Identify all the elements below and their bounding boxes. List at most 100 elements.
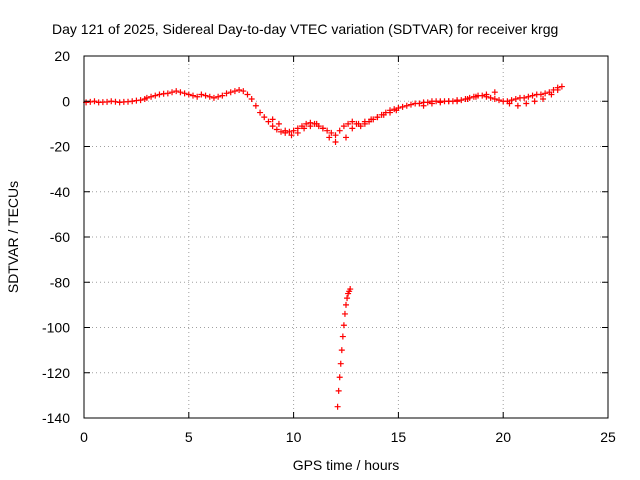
data-point xyxy=(137,97,144,104)
data-point xyxy=(428,100,435,107)
x-axis-label: GPS time / hours xyxy=(293,457,400,473)
y-tick-label: -120 xyxy=(42,365,70,381)
data-point xyxy=(334,403,341,410)
data-point xyxy=(294,129,301,136)
data-point xyxy=(337,360,344,367)
y-tick-label: -80 xyxy=(50,274,70,290)
data-point xyxy=(399,103,406,110)
data-point xyxy=(542,90,549,97)
data-point xyxy=(252,102,259,109)
data-point xyxy=(336,127,343,134)
data-point xyxy=(143,94,150,101)
data-point xyxy=(202,92,209,99)
data-point xyxy=(514,102,521,109)
data-point xyxy=(558,83,565,90)
data-point xyxy=(368,116,375,123)
data-point xyxy=(464,95,471,102)
data-point xyxy=(339,333,346,340)
data-point xyxy=(313,120,320,127)
data-point xyxy=(525,93,532,100)
data-point xyxy=(198,91,205,98)
y-tick-label: -100 xyxy=(42,320,70,336)
data-point xyxy=(240,88,247,95)
data-point xyxy=(269,123,276,130)
y-tick-label: -60 xyxy=(50,229,70,245)
plot-frame xyxy=(83,55,609,419)
data-point xyxy=(210,94,217,101)
data-point xyxy=(393,107,400,114)
data-point xyxy=(343,301,349,308)
data-point xyxy=(286,128,293,135)
data-point xyxy=(403,102,410,109)
data-point xyxy=(164,90,171,97)
x-tick-labels: 0 5 10 15 20 25 xyxy=(80,429,616,445)
data-point xyxy=(506,100,513,107)
y-tick-label: -40 xyxy=(50,184,70,200)
data-point xyxy=(472,93,479,100)
data-point xyxy=(231,88,238,95)
data-point xyxy=(454,97,461,104)
data-point xyxy=(206,93,213,100)
data-point xyxy=(261,114,268,121)
data-point xyxy=(303,120,310,127)
data-point xyxy=(236,86,243,93)
data-point xyxy=(265,118,272,125)
data-point xyxy=(345,120,352,127)
data-point xyxy=(219,92,226,99)
data-point xyxy=(380,111,387,118)
data-point xyxy=(521,94,528,101)
data-point xyxy=(324,127,331,134)
y-tick-labels: 20 0 -20 -40 -60 -80 -100 -120 -140 xyxy=(42,48,70,426)
data-point xyxy=(129,98,136,105)
data-point xyxy=(148,93,155,100)
data-point xyxy=(537,91,544,98)
data-point xyxy=(491,89,498,96)
data-point xyxy=(332,138,339,145)
data-point xyxy=(215,93,222,100)
data-point xyxy=(344,295,351,302)
data-point xyxy=(288,132,295,139)
series-steep-arc xyxy=(334,286,354,410)
data-point xyxy=(278,128,285,135)
data-point xyxy=(332,132,339,139)
data-point xyxy=(343,134,349,141)
data-point xyxy=(548,91,555,98)
data-point xyxy=(269,116,276,123)
data-point xyxy=(326,134,333,141)
data-point xyxy=(185,91,192,98)
y-tick-label: -140 xyxy=(42,410,70,426)
data-point xyxy=(169,89,176,96)
data-point xyxy=(387,109,394,116)
data-point xyxy=(483,91,490,98)
data-point xyxy=(328,129,335,136)
data-point xyxy=(156,91,163,98)
data-point xyxy=(152,92,159,99)
data-point xyxy=(491,95,498,102)
y-tick-label: 20 xyxy=(54,48,70,64)
data-point xyxy=(91,98,98,105)
data-point xyxy=(335,387,342,394)
data-point xyxy=(244,91,251,98)
data-point xyxy=(529,92,536,99)
data-point xyxy=(227,89,234,96)
data-point xyxy=(275,120,282,127)
data-points xyxy=(83,83,565,410)
data-point xyxy=(307,123,314,130)
data-point xyxy=(273,126,280,133)
data-point xyxy=(416,100,423,107)
y-tick-label: 0 xyxy=(62,93,70,109)
y-tick-label: -20 xyxy=(50,139,70,155)
data-point xyxy=(248,95,255,102)
data-point xyxy=(508,97,515,104)
grid-lines xyxy=(84,56,608,418)
x-tick-label: 25 xyxy=(600,429,616,445)
data-point xyxy=(257,109,264,116)
data-point xyxy=(349,125,356,132)
data-point xyxy=(194,93,201,100)
data-point xyxy=(340,322,347,329)
x-tick-label: 20 xyxy=(495,429,511,445)
data-point xyxy=(301,125,308,132)
data-point xyxy=(531,98,538,105)
data-point xyxy=(420,102,427,109)
